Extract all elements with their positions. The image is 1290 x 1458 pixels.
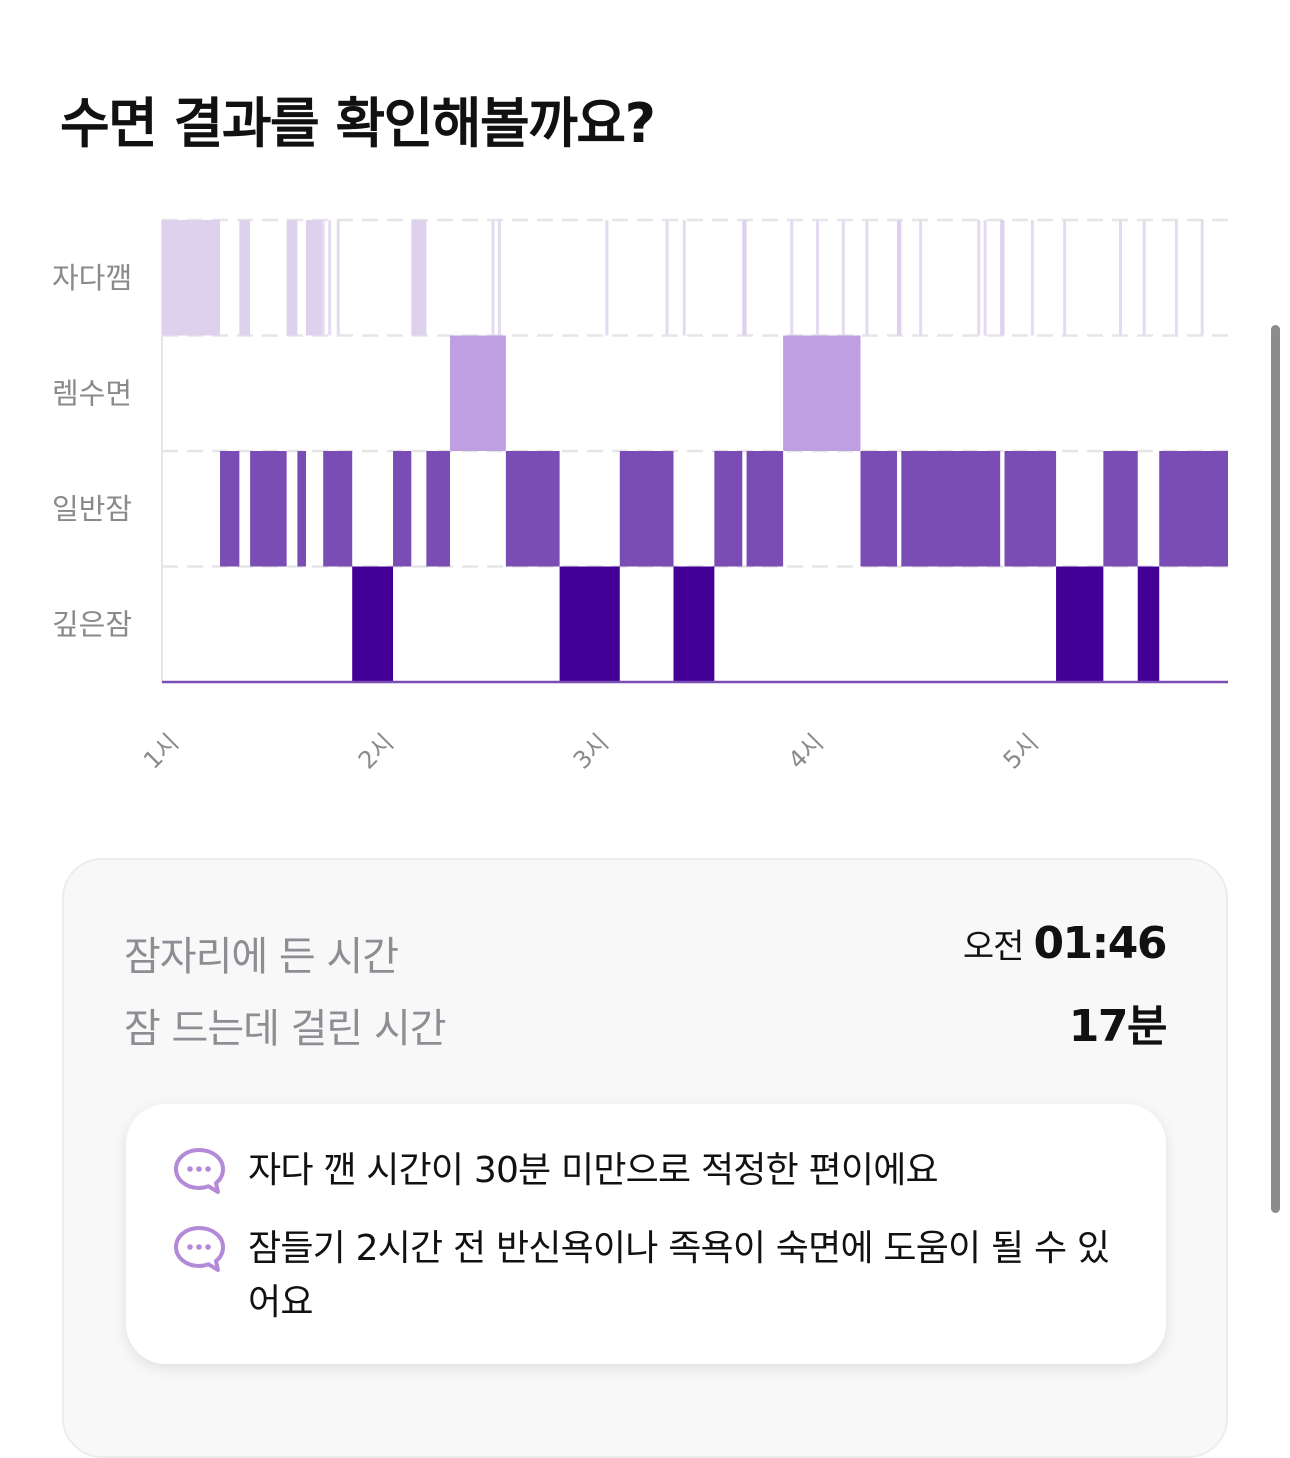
- segment-light: [250, 451, 287, 567]
- x-tick-label: 5시: [998, 728, 1044, 774]
- page-title: 수면 결과를 확인해볼까요?: [60, 92, 656, 155]
- segment-awake: [305, 220, 324, 336]
- bedtime-am-pm: 오전: [962, 927, 1025, 967]
- bedtime-value: 오전 01:46: [962, 918, 1168, 969]
- segment-light: [901, 451, 1001, 567]
- x-tick-label: 1시: [138, 728, 184, 774]
- segment-deep: [1056, 566, 1104, 682]
- stage-label-rem: 렘수면: [52, 376, 132, 410]
- segment-awake: [1000, 220, 1005, 336]
- segment-awake: [897, 220, 902, 336]
- tip-item: 자다 깬 시간이 30분 미만으로 적정한 편이에요: [172, 1144, 1126, 1198]
- segment-light: [746, 451, 784, 567]
- segment-light: [297, 451, 306, 567]
- stage-label-deep: 깊은잠: [52, 607, 132, 641]
- x-tick-label: 3시: [568, 728, 614, 774]
- chat-bubble-icon: [174, 1148, 225, 1194]
- segment-light: [1004, 451, 1057, 567]
- segment-light: [323, 451, 353, 567]
- stage-label-awake: 자다깸: [52, 261, 132, 295]
- sleep-latency-label: 잠 드는데 걸린 시간: [124, 1006, 447, 1052]
- sleep-tips-box: 자다 깬 시간이 30분 미만으로 적정한 편이에요 잠들기 2시간 전 반신욕…: [126, 1104, 1166, 1364]
- segment-rem: [449, 335, 506, 451]
- segment-deep: [673, 566, 715, 682]
- segment-light: [426, 451, 450, 567]
- segment-awake: [742, 220, 747, 336]
- sleep-summary-card: 잠자리에 든 시간 오전 01:46 잠 드는데 걸린 시간 17분 자다 깬 …: [62, 858, 1228, 1458]
- segment-light: [860, 451, 898, 567]
- segment-light: [619, 451, 674, 567]
- segment-light: [393, 451, 412, 567]
- segment-light: [1159, 451, 1228, 567]
- chat-bubble-icon: [174, 1226, 225, 1272]
- scrollbar-thumb[interactable]: [1271, 325, 1280, 1213]
- segment-light: [714, 451, 743, 567]
- segment-awake: [411, 220, 427, 336]
- bedtime-label: 잠자리에 든 시간: [124, 934, 399, 980]
- segment-rem: [783, 335, 861, 451]
- segment-awake: [162, 220, 221, 336]
- stage-label-light: 일반잠: [52, 492, 132, 526]
- bedtime-time: 01:46: [1033, 918, 1167, 969]
- segment-awake: [239, 220, 251, 336]
- tip-text: 자다 깬 시간이 30분 미만으로 적정한 편이에요: [248, 1150, 939, 1191]
- sleep-latency-minutes: 17분: [1068, 1001, 1168, 1052]
- bedtime-row: 잠자리에 든 시간 오전 01:46: [124, 918, 1168, 980]
- sleep-latency-row: 잠 드는데 걸린 시간 17분: [124, 990, 1168, 1052]
- segment-deep: [559, 566, 620, 682]
- segment-awake: [286, 220, 298, 336]
- x-tick-label: 2시: [353, 728, 399, 774]
- x-tick-label: 4시: [783, 728, 829, 774]
- sleep-latency-value: 17분: [1068, 990, 1168, 1054]
- tip-item: 잠들기 2시간 전 반신욕이나 족욕이 숙면에 도움이 될 수 있어요: [172, 1222, 1126, 1330]
- segment-deep: [352, 566, 394, 682]
- segment-light: [505, 451, 560, 567]
- segment-deep: [1137, 566, 1160, 682]
- tip-text: 잠들기 2시간 전 반신욕이나 족욕이 숙면에 도움이 될 수 있어요: [248, 1228, 1110, 1323]
- segment-light: [1103, 451, 1138, 567]
- segment-light: [220, 451, 240, 567]
